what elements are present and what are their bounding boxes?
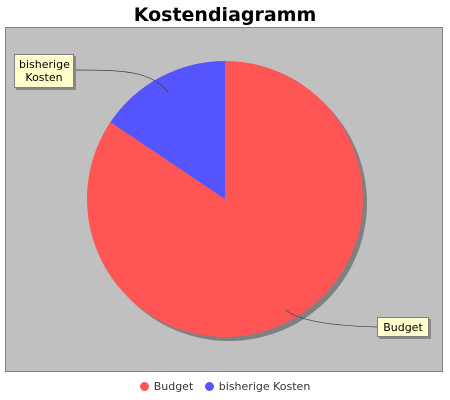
slice-label-kosten-line1: bisherige (19, 58, 70, 71)
legend-item-bisherige-kosten[interactable]: bisherige Kosten (204, 379, 311, 395)
legend-swatch-budget (139, 382, 149, 391)
legend-item-budget[interactable]: Budget (139, 379, 194, 395)
chart-title: Kostendiagramm (133, 4, 317, 26)
pie-slice-budget[interactable] (87, 61, 364, 337)
leader-line-budget (285, 309, 378, 328)
slice-label-kosten-line2: Kosten (25, 71, 63, 84)
slice-label-bisherige-kosten: bisherige Kosten (14, 54, 74, 88)
slice-label-budget: Budget (377, 317, 429, 337)
legend-label-budget: Budget (153, 380, 194, 393)
pie-slice-bisherige-kosten[interactable] (110, 61, 225, 199)
legend-swatch-bisherige-kosten (204, 382, 214, 391)
legend: Budget bisherige Kosten (0, 379, 450, 395)
slice-label-budget-text: Budget (383, 321, 423, 334)
legend-label-bisherige-kosten: bisherige Kosten (218, 380, 311, 393)
leader-line-kosten (73, 69, 169, 93)
